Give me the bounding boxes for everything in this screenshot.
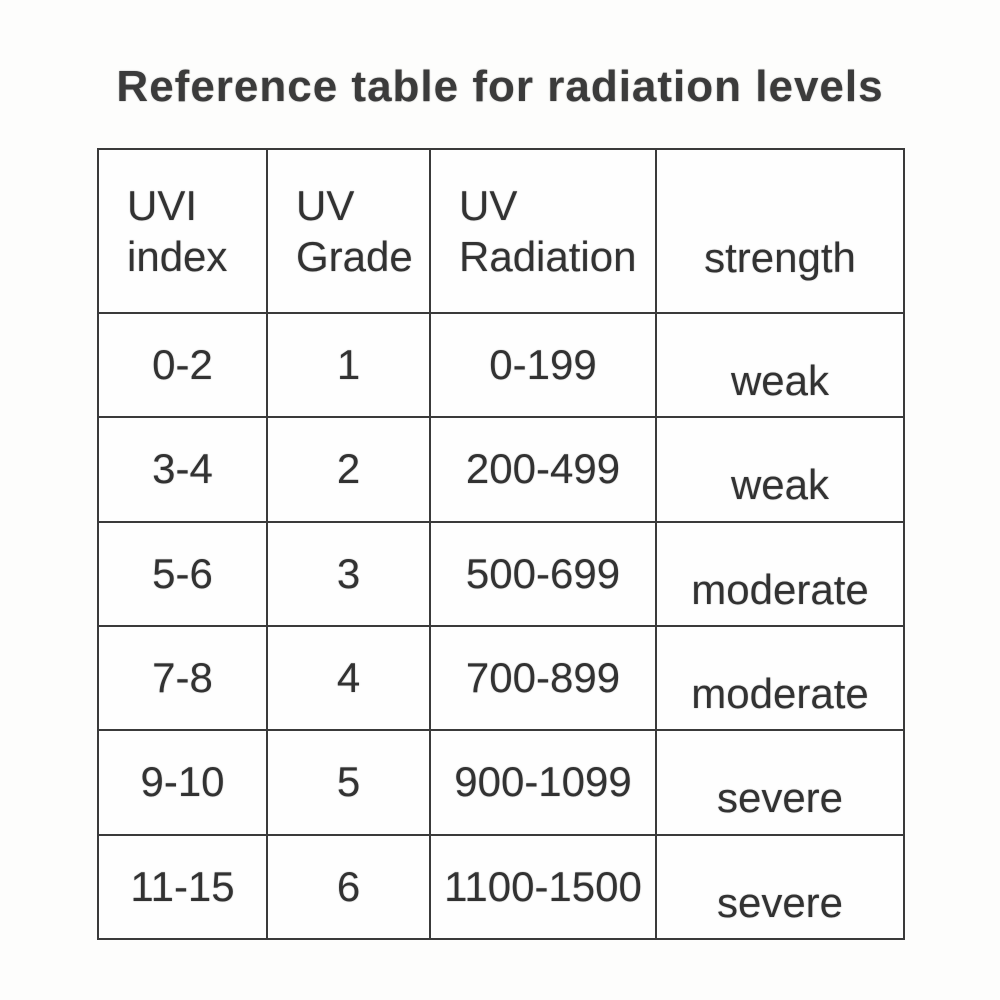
cell-value: 0-2 xyxy=(152,341,213,389)
cell-value: weak xyxy=(730,357,830,405)
cell-value: 0-199 xyxy=(489,341,597,389)
cell-strength: weak xyxy=(655,312,903,417)
page-title: Reference table for radiation levels xyxy=(116,62,884,111)
cell-uvi-index: 5-6 xyxy=(99,520,266,625)
cell-uv-grade: 1 xyxy=(266,312,429,417)
cell-strength: severe xyxy=(655,833,903,938)
cell-uv-grade: 3 xyxy=(266,520,429,625)
cell-uvi-index: 7-8 xyxy=(99,625,266,729)
cell-uvi-index: 9-10 xyxy=(99,729,266,833)
column-header-line: UV xyxy=(459,181,518,229)
column-header-uv-grade: UV Grade xyxy=(266,150,429,312)
cell-uvi-index: 11-15 xyxy=(99,833,266,938)
radiation-table: UVI index UV Grade UV Radiation strength… xyxy=(97,148,905,940)
cell-value: 200-499 xyxy=(465,445,621,493)
cell-value: 11-15 xyxy=(130,862,235,910)
cell-value: 500-699 xyxy=(465,549,621,597)
cell-value: 3-4 xyxy=(152,445,213,493)
column-header-line: Radiation xyxy=(459,233,637,280)
cell-value: weak xyxy=(730,461,830,509)
cell-uv-radiation: 500-699 xyxy=(429,520,655,625)
cell-value: 9-10 xyxy=(140,758,225,806)
cell-value: 1 xyxy=(336,341,361,389)
cell-value: 5 xyxy=(336,758,361,806)
cell-value: 4 xyxy=(336,654,361,702)
cell-value: 6 xyxy=(336,862,361,910)
cell-value: 5-6 xyxy=(152,549,213,597)
cell-uv-radiation: 700-899 xyxy=(429,625,655,730)
column-header-line: strength xyxy=(704,234,856,282)
cell-uv-grade: 6 xyxy=(266,833,429,938)
cell-value: 7-8 xyxy=(152,654,213,702)
column-header-uv-radiation: UV Radiation xyxy=(429,150,655,312)
cell-uvi-index: 0-2 xyxy=(99,312,266,416)
cell-value: moderate xyxy=(691,565,869,613)
cell-strength: moderate xyxy=(655,520,903,625)
cell-uv-grade: 2 xyxy=(266,416,429,521)
column-header-line: UV xyxy=(296,181,355,229)
cell-value: severe xyxy=(716,774,844,822)
cell-uv-radiation: 1100-1500 xyxy=(429,833,655,938)
cell-value: 1100-1500 xyxy=(444,862,642,910)
column-header-strength: strength xyxy=(655,150,903,312)
column-header-line: Grade xyxy=(296,233,413,280)
cell-uv-grade: 4 xyxy=(266,625,429,730)
cell-value: severe xyxy=(716,878,844,926)
cell-value: 3 xyxy=(336,549,361,597)
cell-uvi-index: 3-4 xyxy=(99,416,266,520)
cell-value: moderate xyxy=(691,670,869,718)
column-header-line: index xyxy=(127,233,228,280)
cell-strength: severe xyxy=(655,729,903,834)
cell-uv-radiation: 200-499 xyxy=(429,416,655,521)
cell-uv-radiation: 900-1099 xyxy=(429,729,655,834)
cell-strength: moderate xyxy=(655,625,903,730)
column-header-line: UVI xyxy=(127,181,198,229)
cell-strength: weak xyxy=(655,416,903,521)
cell-value: 2 xyxy=(336,445,361,493)
cell-value: 900-1099 xyxy=(454,758,632,806)
column-header-uvi-index: UVI index xyxy=(99,150,266,312)
cell-value: 700-899 xyxy=(465,654,621,702)
cell-uv-grade: 5 xyxy=(266,729,429,834)
cell-uv-radiation: 0-199 xyxy=(429,312,655,417)
